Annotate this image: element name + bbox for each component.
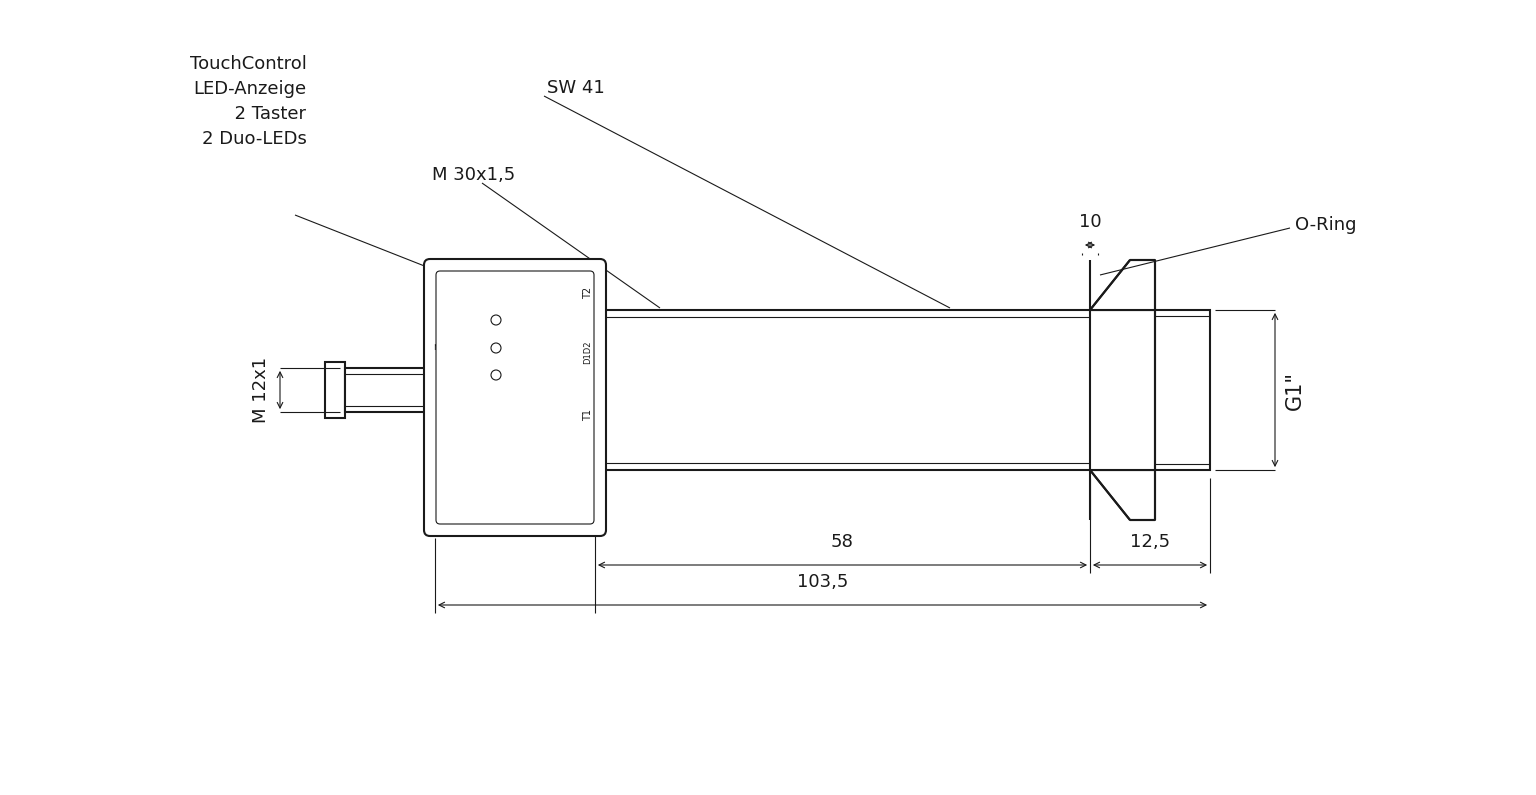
- FancyBboxPatch shape: [424, 259, 607, 536]
- Bar: [455, 393, 472, 407]
- Text: T1: T1: [584, 409, 593, 421]
- Text: TouchControl
LED-Anzeige
  2 Taster
2 Duo-LEDs: TouchControl LED-Anzeige 2 Taster 2 Duo-…: [189, 55, 307, 148]
- Text: O-Ring: O-Ring: [1295, 216, 1356, 234]
- Bar: [455, 290, 472, 304]
- Text: SW 41: SW 41: [547, 79, 605, 97]
- Text: mm: mm: [433, 342, 452, 352]
- Bar: [1155, 310, 1210, 470]
- Text: 12,5: 12,5: [1130, 533, 1170, 551]
- Text: 58: 58: [831, 533, 854, 551]
- Text: %: %: [442, 292, 452, 302]
- Bar: [475, 393, 492, 407]
- Text: 10: 10: [1078, 213, 1101, 231]
- Bar: [594, 310, 1091, 470]
- Bar: [455, 340, 472, 354]
- Text: D1D2: D1D2: [584, 340, 593, 364]
- Text: T2: T2: [584, 287, 593, 299]
- Bar: [505, 395, 544, 430]
- Text: M 12x1: M 12x1: [252, 357, 270, 423]
- Text: 103,5: 103,5: [797, 573, 848, 591]
- Bar: [475, 290, 492, 304]
- Text: G1": G1": [1286, 370, 1306, 409]
- Bar: [346, 368, 435, 412]
- Bar: [326, 362, 346, 418]
- Bar: [505, 280, 544, 312]
- Bar: [475, 340, 492, 354]
- Text: M 30x1,5: M 30x1,5: [432, 166, 515, 184]
- Text: cm: cm: [438, 395, 452, 405]
- FancyBboxPatch shape: [436, 271, 594, 524]
